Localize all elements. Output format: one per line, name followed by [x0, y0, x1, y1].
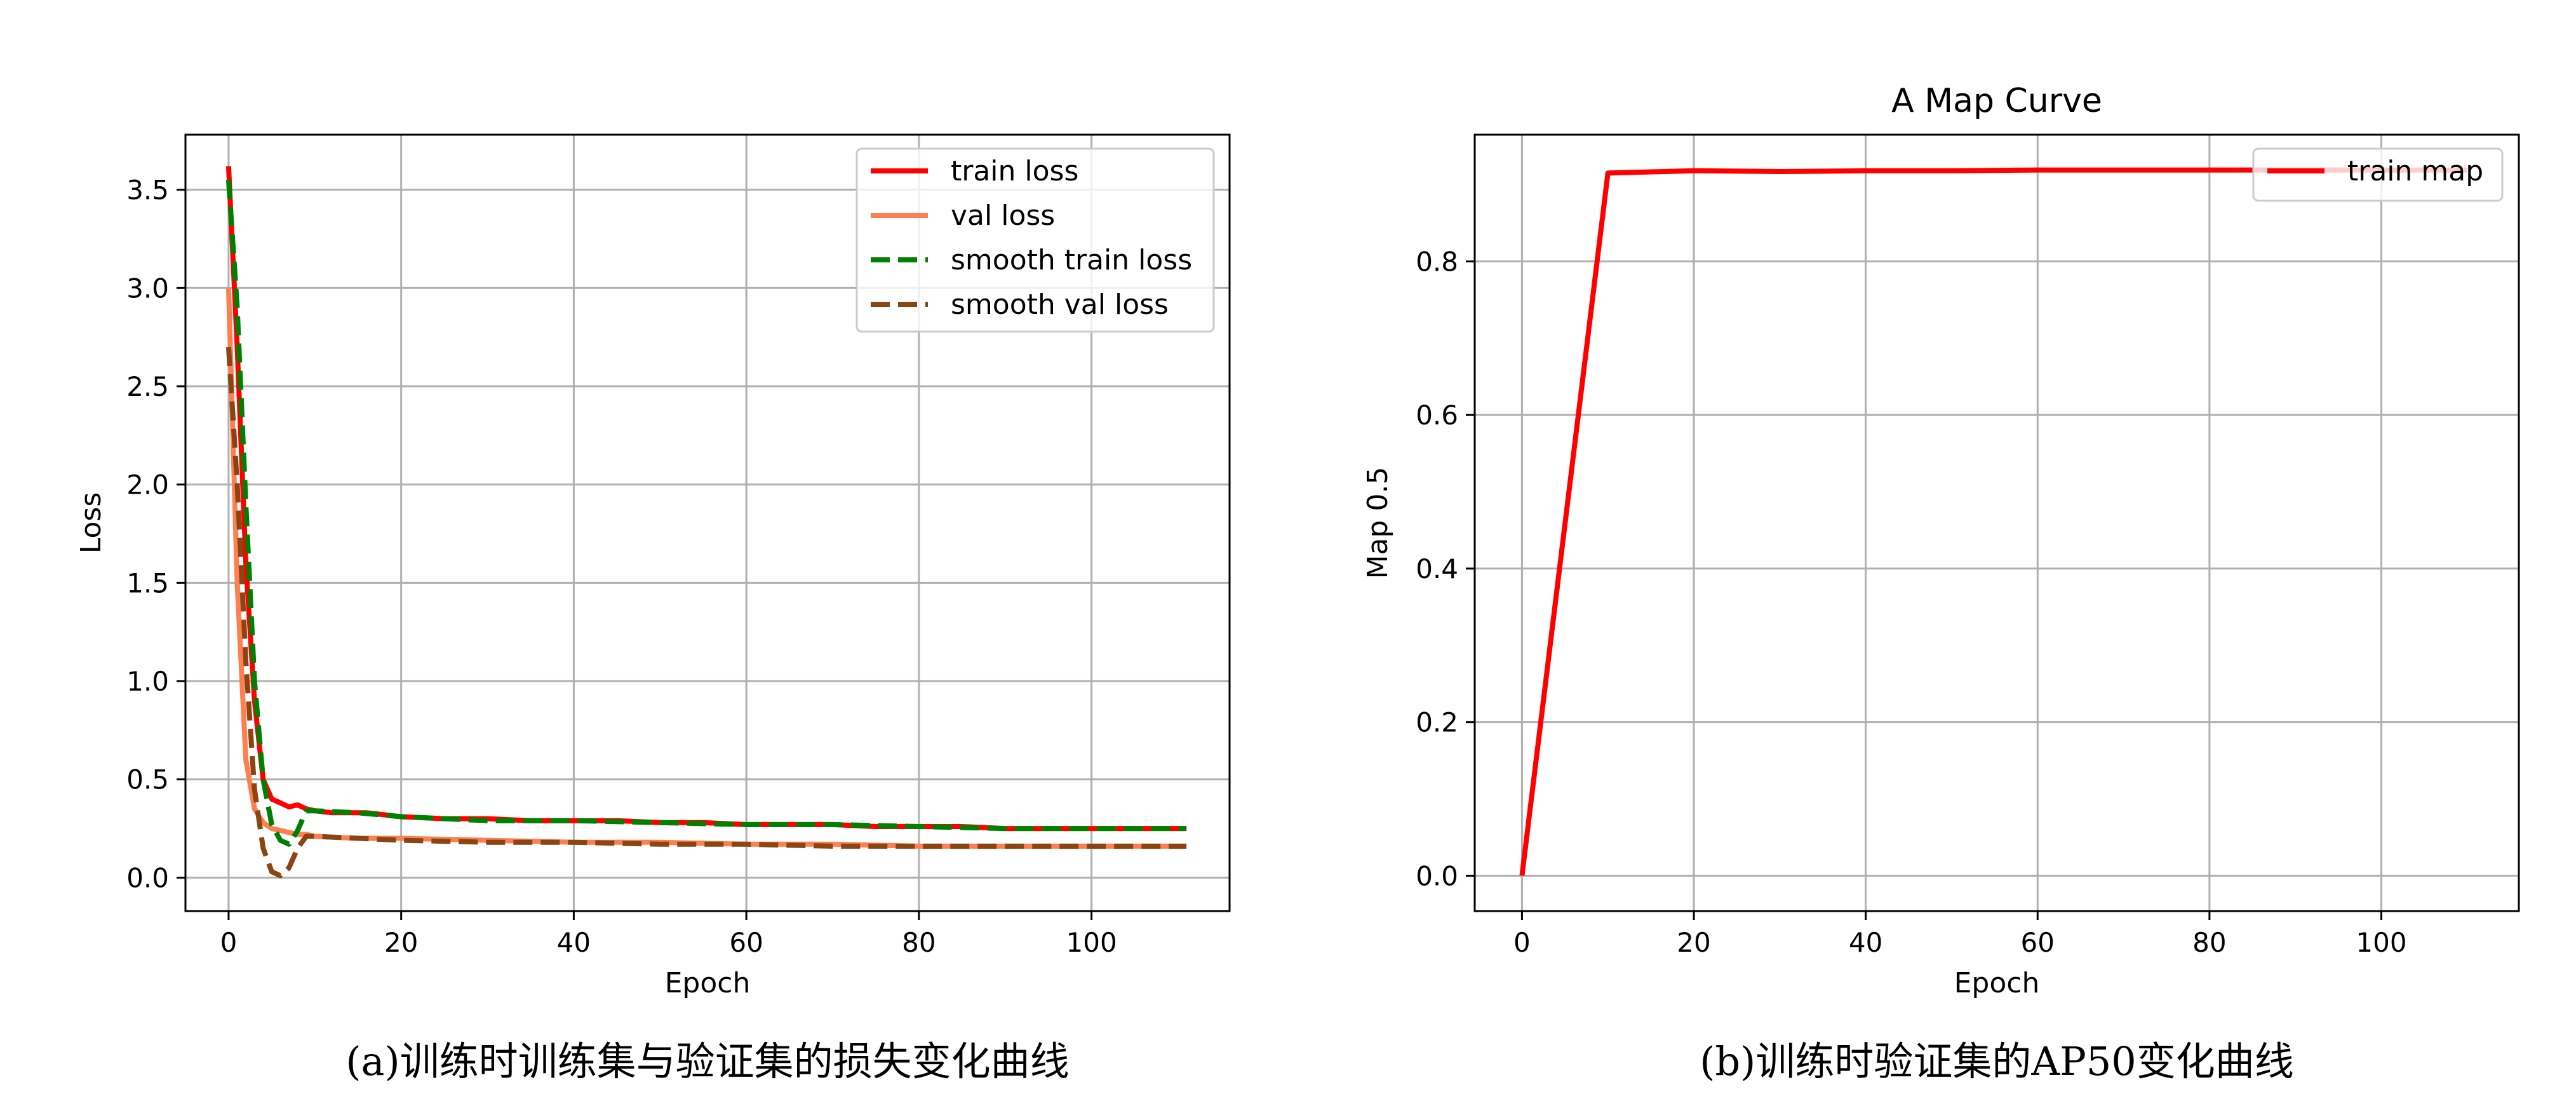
y-tick-label: 0.0: [1416, 860, 1458, 891]
series-line-train-map: [1519, 167, 2467, 876]
series-line-smooth-val-loss: [225, 346, 1187, 879]
x-axis-label: Epoch: [665, 967, 751, 999]
x-tick-label: 100: [1066, 927, 1117, 958]
x-tick-label: 20: [384, 927, 418, 958]
y-tick-label: 0.8: [1416, 246, 1458, 277]
axes-frame: [1473, 133, 2520, 912]
x-tick-label: 40: [1849, 927, 1882, 958]
y-axis-label: Map 0.5: [1362, 467, 1394, 579]
legend-entry-train-map: train map: [2347, 155, 2483, 187]
x-tick-label: 100: [2356, 927, 2406, 958]
x-tick-label: 20: [1677, 927, 1710, 958]
legend-frame: [2252, 147, 2504, 202]
y-tick-label: 2.0: [126, 470, 169, 501]
x-tick-label: 60: [2021, 927, 2055, 958]
y-axis-label: Loss: [75, 492, 107, 554]
y-tick-label: 1.0: [126, 666, 169, 697]
series-line-smooth-train-loss: [225, 179, 1187, 847]
chart-loss: 0 20 40 60 80 100 0.0 0.5 1.0 1.5 2.0 2.5 3.0 3.5 Epoc…: [75, 133, 1231, 1085]
legend-entry-val-loss: val loss: [951, 199, 1055, 232]
y-tick-label: 0.2: [1416, 707, 1458, 738]
y-tick-label: 0.5: [126, 764, 169, 795]
legend-entry-smooth-val-loss: smooth val loss: [951, 288, 1169, 321]
figure-caption: (a)训练时训练集与验证集的损失变化曲线: [345, 1038, 1069, 1085]
x-tick-label: 0: [1513, 927, 1531, 958]
x-axis-label: Epoch: [1954, 967, 2040, 999]
y-tick-label: 3.5: [126, 175, 169, 206]
figure-caption: (b)训练时验证集的AP50变化曲线: [1700, 1038, 2293, 1085]
legend: train map: [2252, 147, 2504, 202]
series-line-val-loss: [225, 288, 1187, 849]
legend: train loss val loss smooth train loss smoot…: [855, 147, 1215, 333]
y-tick-label: 2.5: [126, 371, 169, 402]
y-tick-label: 0.6: [1416, 400, 1458, 431]
legend-frame: [855, 147, 1215, 333]
x-tick-label: 80: [902, 927, 936, 958]
axes-frame: [184, 133, 1231, 912]
x-tick-label: 0: [220, 927, 238, 958]
chart-title: A Map Curve: [1891, 82, 2102, 120]
x-tick-label: 80: [2192, 927, 2226, 958]
y-tick-label: 3.0: [126, 273, 169, 304]
y-tick-label: 1.5: [126, 567, 169, 598]
x-tick-label: 40: [557, 927, 591, 958]
legend-entry-smooth-train-loss: smooth train loss: [951, 244, 1192, 276]
y-tick-label: 0.4: [1416, 553, 1458, 585]
x-tick-label: 60: [729, 927, 763, 958]
chart-map: 0 20 40 60 80 100 0.0 0.2 0.4 0.6 0.8 Epoch Map 0.5 A…: [1362, 82, 2520, 1085]
legend-entry-train-loss: train loss: [951, 155, 1078, 187]
y-tick-label: 0.0: [126, 862, 169, 893]
